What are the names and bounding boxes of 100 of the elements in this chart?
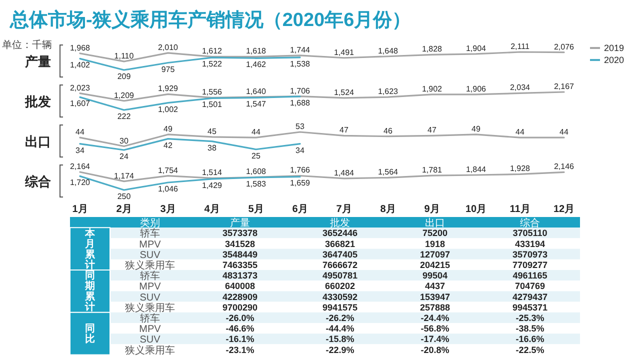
text: 3652446	[322, 228, 358, 238]
data-label: 49	[472, 124, 481, 134]
data-label: 2,076	[554, 42, 575, 52]
data-label: 2,164	[70, 162, 91, 171]
data-label: 1,706	[290, 86, 311, 96]
text: 4228909	[222, 292, 258, 302]
x-tick-label: 6月	[292, 204, 308, 215]
text: -22.5%	[516, 344, 544, 355]
category-label: 轿车	[140, 228, 160, 240]
data-label: 49	[164, 124, 173, 134]
text: -20.8%	[420, 344, 450, 355]
data-label: 1,501	[202, 100, 223, 110]
data-label: 1,904	[466, 44, 487, 53]
text: 单位：千辆	[2, 39, 52, 51]
x-tick-label: 5月	[248, 204, 264, 215]
category-label: SUV	[140, 334, 160, 346]
data-label: 44	[516, 128, 525, 137]
text: 9941575	[322, 302, 358, 312]
category-label: MPV	[139, 239, 161, 250]
data-label: 2,111	[510, 42, 530, 51]
data-label: 45	[208, 126, 217, 136]
data-label: 44	[252, 128, 261, 137]
x-tick-label: 12月	[553, 204, 575, 215]
text: -46.6%	[226, 324, 254, 334]
category-label: SUV	[140, 250, 160, 261]
category-label: 产量	[230, 217, 250, 230]
text: 4330592	[322, 292, 358, 302]
data-label: 1,623	[378, 87, 399, 96]
x-tick-label: 3月	[160, 204, 176, 215]
data-label: 2,023	[70, 83, 91, 92]
data-label: 222	[117, 112, 132, 121]
data-label: 47	[428, 126, 437, 135]
data-label: 1,462	[246, 60, 267, 70]
text: 660202	[324, 281, 356, 292]
data-label: 1,618	[246, 46, 267, 56]
text: 4279437	[512, 292, 548, 302]
data-label: 1,906	[466, 84, 487, 94]
text: 1918	[424, 238, 446, 249]
text: 9945371	[512, 302, 548, 312]
data-label: 1,174	[114, 171, 135, 180]
data-label: 250	[117, 192, 132, 201]
text: 3573378	[222, 228, 258, 238]
text: -44.4%	[326, 324, 354, 334]
text: 366821	[324, 238, 356, 249]
data-label: 1,688	[290, 98, 311, 108]
text: 640008	[224, 281, 256, 292]
legend-label: 2019	[604, 43, 624, 53]
text: -38.5%	[516, 324, 544, 334]
text: -16.6%	[516, 334, 544, 344]
data-label: 25	[252, 151, 261, 160]
category-label: 批发	[330, 217, 350, 230]
data-label: 1,844	[466, 165, 487, 174]
data-label: 1,928	[510, 164, 531, 174]
text: -22.9%	[326, 344, 354, 355]
data-label: 1,968	[70, 43, 91, 52]
text: 4961165	[512, 270, 548, 281]
data-label: 44	[76, 128, 85, 137]
text: 7463355	[222, 260, 258, 270]
x-tick-label: 1月	[72, 204, 88, 215]
data-label: 1,522	[202, 60, 223, 69]
data-label: 1,648	[378, 46, 399, 56]
y-axis-title: 出口	[25, 134, 51, 149]
data-label: 1,524	[334, 88, 355, 97]
y-axis-title: 产量	[24, 54, 51, 69]
legend-label: 2020	[604, 55, 624, 65]
category-label: MPV	[139, 324, 161, 336]
data-label: 1,929	[158, 84, 179, 94]
y-axis-title: 综合	[24, 174, 51, 189]
text: 153947	[420, 292, 450, 302]
data-label: 1,046	[158, 184, 179, 194]
data-label: 1,612	[202, 46, 223, 56]
data-label: 1,402	[70, 60, 91, 70]
data-label: 1,538	[290, 59, 311, 68]
data-label: 24	[120, 152, 129, 161]
text: 4831373	[222, 270, 258, 281]
data-label: 1,002	[158, 104, 179, 114]
data-label: 1,608	[246, 167, 267, 176]
text: 341528	[224, 238, 256, 249]
data-label: 2,034	[510, 83, 531, 92]
data-label: 1,484	[334, 168, 355, 178]
text: -16.1%	[226, 334, 254, 344]
data-label: 1,902	[422, 84, 443, 94]
data-label: 1,556	[202, 88, 223, 97]
data-label: 34	[76, 146, 85, 155]
category-label: 综合	[520, 217, 540, 230]
x-tick-label: 9月	[424, 204, 440, 215]
x-tick-label: 11月	[510, 204, 530, 215]
text: -26.2%	[326, 313, 354, 323]
text: 3570973	[512, 249, 548, 260]
data-label: 1,754	[158, 166, 179, 175]
text: 3647405	[322, 249, 358, 260]
text: 4437	[424, 281, 446, 292]
data-label: 1,564	[378, 168, 399, 177]
text: 3705110	[512, 228, 548, 238]
text: 9700290	[222, 302, 258, 312]
data-label: 53	[296, 122, 305, 131]
data-label: 1,640	[246, 86, 267, 96]
text: -23.1%	[226, 344, 254, 355]
data-label: 34	[296, 146, 305, 155]
text: 同比	[85, 324, 95, 346]
